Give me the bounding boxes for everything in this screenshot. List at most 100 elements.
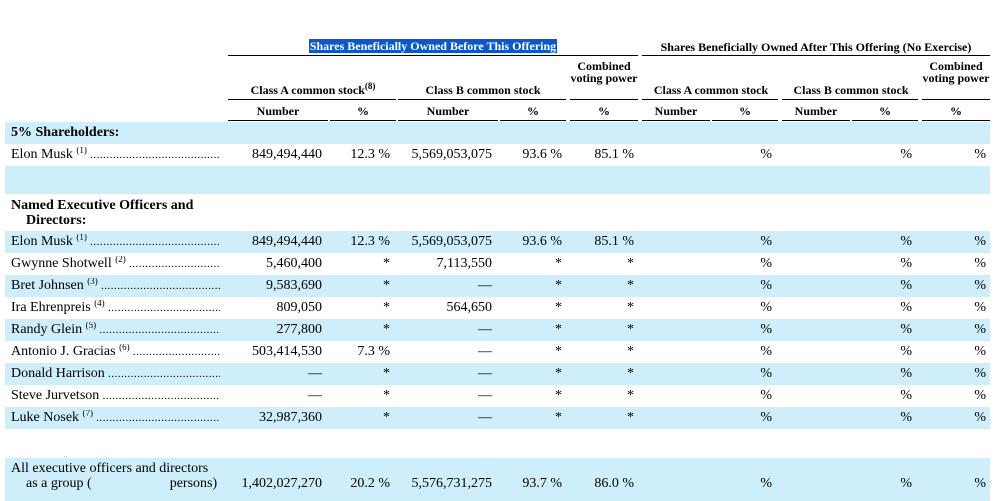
row-name-text: Bret Johnsen bbox=[11, 278, 84, 293]
b-pct: * bbox=[555, 256, 562, 271]
after-b-pct: % bbox=[900, 256, 912, 271]
after-b-pct-header: % bbox=[879, 104, 891, 118]
vote-pct: 85.1 % bbox=[594, 234, 634, 249]
after-vote-pct-header: % bbox=[950, 104, 962, 118]
after-vote-pct: % bbox=[974, 322, 986, 337]
class-a-footnote: (8) bbox=[364, 81, 376, 91]
row-footnote: (2) bbox=[115, 256, 126, 264]
after-b-pct: % bbox=[900, 410, 912, 425]
band-blank bbox=[5, 166, 990, 194]
b-pct: 93.6 % bbox=[522, 147, 562, 162]
b-pct: * bbox=[555, 388, 562, 403]
class-b-header: Class B common stock bbox=[425, 83, 541, 97]
after-b-pct: % bbox=[900, 278, 912, 293]
after-a-number-header: Number bbox=[654, 104, 698, 118]
row-footnote: (5) bbox=[85, 322, 97, 330]
a-number: 1,402,027,270 bbox=[241, 476, 323, 491]
a-number: — bbox=[308, 388, 322, 403]
row-name-text: Luke Nosek bbox=[11, 410, 80, 425]
rule-a-num bbox=[228, 120, 328, 121]
row-footnote: (4) bbox=[94, 300, 105, 308]
row-footnote: (6) bbox=[119, 344, 130, 352]
after-b-pct: % bbox=[900, 234, 912, 249]
after-b-pct: % bbox=[900, 388, 912, 403]
before-offering-header: Shares Beneficially Owned Before This Of… bbox=[228, 39, 638, 53]
vote-pct: 86.0 % bbox=[594, 476, 634, 491]
b-pct: 93.7 % bbox=[522, 476, 562, 491]
row-name-text: Donald Harrison bbox=[11, 366, 105, 381]
row-footnote: (7) bbox=[82, 410, 94, 418]
row-name-text: Steve Jurvetson bbox=[11, 388, 100, 403]
after-a-pct: % bbox=[760, 388, 772, 403]
a-pct: * bbox=[383, 256, 390, 271]
b-pct: * bbox=[555, 344, 562, 359]
row-name: Gwynne Shotwell (2) bbox=[11, 256, 220, 272]
after-a-pct: % bbox=[760, 278, 772, 293]
after-offering-header: Shares Beneficially Owned After This Off… bbox=[660, 40, 972, 54]
row-name-text: Randy Glein bbox=[11, 322, 83, 337]
row-name: Ira Ehrenpreis (4) bbox=[11, 300, 220, 316]
a-pct: 12.3 % bbox=[350, 234, 390, 249]
b-pct-header: % bbox=[527, 104, 539, 118]
b-number-header: Number bbox=[426, 104, 470, 118]
a-pct-header: % bbox=[357, 104, 369, 118]
a-number: 809,050 bbox=[276, 300, 323, 315]
rule-after-vote bbox=[922, 120, 990, 121]
vote-pct: * bbox=[627, 256, 634, 271]
b-number: 5,576,731,275 bbox=[411, 476, 493, 491]
vote-pct: * bbox=[627, 344, 634, 359]
after-group-rule bbox=[642, 55, 990, 56]
b-pct: * bbox=[555, 278, 562, 293]
after-b-pct: % bbox=[900, 322, 912, 337]
a-pct: * bbox=[383, 300, 390, 315]
section-five-pct: 5% Shareholders: bbox=[11, 125, 120, 140]
row-name-text: Elon Musk bbox=[11, 147, 73, 162]
a-number: 277,800 bbox=[276, 322, 323, 337]
b-pct: * bbox=[555, 300, 562, 315]
band-row-donald bbox=[5, 363, 990, 385]
after-vote-pct: % bbox=[974, 278, 986, 293]
group-label-line2-a: as a group ( bbox=[26, 476, 92, 491]
a-pct: * bbox=[383, 388, 390, 403]
row-name-text: Elon Musk bbox=[11, 234, 73, 249]
row-name: Elon Musk (1) bbox=[11, 234, 220, 250]
vote-pct: 85.1 % bbox=[594, 147, 634, 162]
b-number: — bbox=[478, 388, 492, 403]
a-number-header: Number bbox=[256, 104, 300, 118]
rule-b-num bbox=[398, 120, 498, 121]
row-name-text: Gwynne Shotwell bbox=[11, 256, 112, 271]
band-five-pct-header bbox=[5, 122, 990, 144]
rule-class-a bbox=[228, 99, 396, 100]
after-a-pct: % bbox=[760, 410, 772, 425]
after-combined-voting-header: Combined voting power bbox=[922, 59, 990, 85]
b-pct: 93.6 % bbox=[522, 234, 562, 249]
row-name: Antonio J. Gracias (6) bbox=[11, 344, 220, 360]
rule-after-a-pct bbox=[712, 120, 778, 121]
after-vote-pct: % bbox=[974, 344, 986, 359]
after-vote-pct: % bbox=[974, 147, 986, 162]
a-number: 849,494,440 bbox=[252, 147, 322, 162]
after-b-number-header: Number bbox=[794, 104, 838, 118]
group-label-line2: as a group (persons) bbox=[26, 476, 220, 492]
rule-after-b-pct bbox=[852, 120, 918, 121]
row-name: Luke Nosek (7) bbox=[11, 410, 220, 426]
row-name: Donald Harrison bbox=[11, 366, 220, 382]
after-b-pct: % bbox=[900, 344, 912, 359]
vote-pct: * bbox=[627, 366, 634, 381]
a-number: 5,460,400 bbox=[266, 256, 322, 271]
after-a-pct: % bbox=[760, 234, 772, 249]
after-a-pct-header: % bbox=[739, 104, 751, 118]
row-footnote: (1) bbox=[76, 147, 87, 155]
row-name-text: Ira Ehrenpreis bbox=[11, 300, 91, 315]
b-number: 5,569,053,075 bbox=[411, 234, 493, 249]
row-name: Steve Jurvetson bbox=[11, 388, 220, 404]
after-vote-pct: % bbox=[974, 234, 986, 249]
after-vote-pct: % bbox=[974, 410, 986, 425]
a-pct: 20.2 % bbox=[350, 476, 390, 491]
after-vote-pct: % bbox=[974, 476, 986, 491]
vote-pct: * bbox=[627, 388, 634, 403]
row-name: Elon Musk (1) bbox=[11, 147, 220, 163]
combined-voting-header: Combined voting power bbox=[570, 59, 638, 85]
before-offering-header-text: Shares Beneficially Owned Before This Of… bbox=[308, 39, 558, 53]
b-number: 7,113,550 bbox=[436, 256, 492, 271]
